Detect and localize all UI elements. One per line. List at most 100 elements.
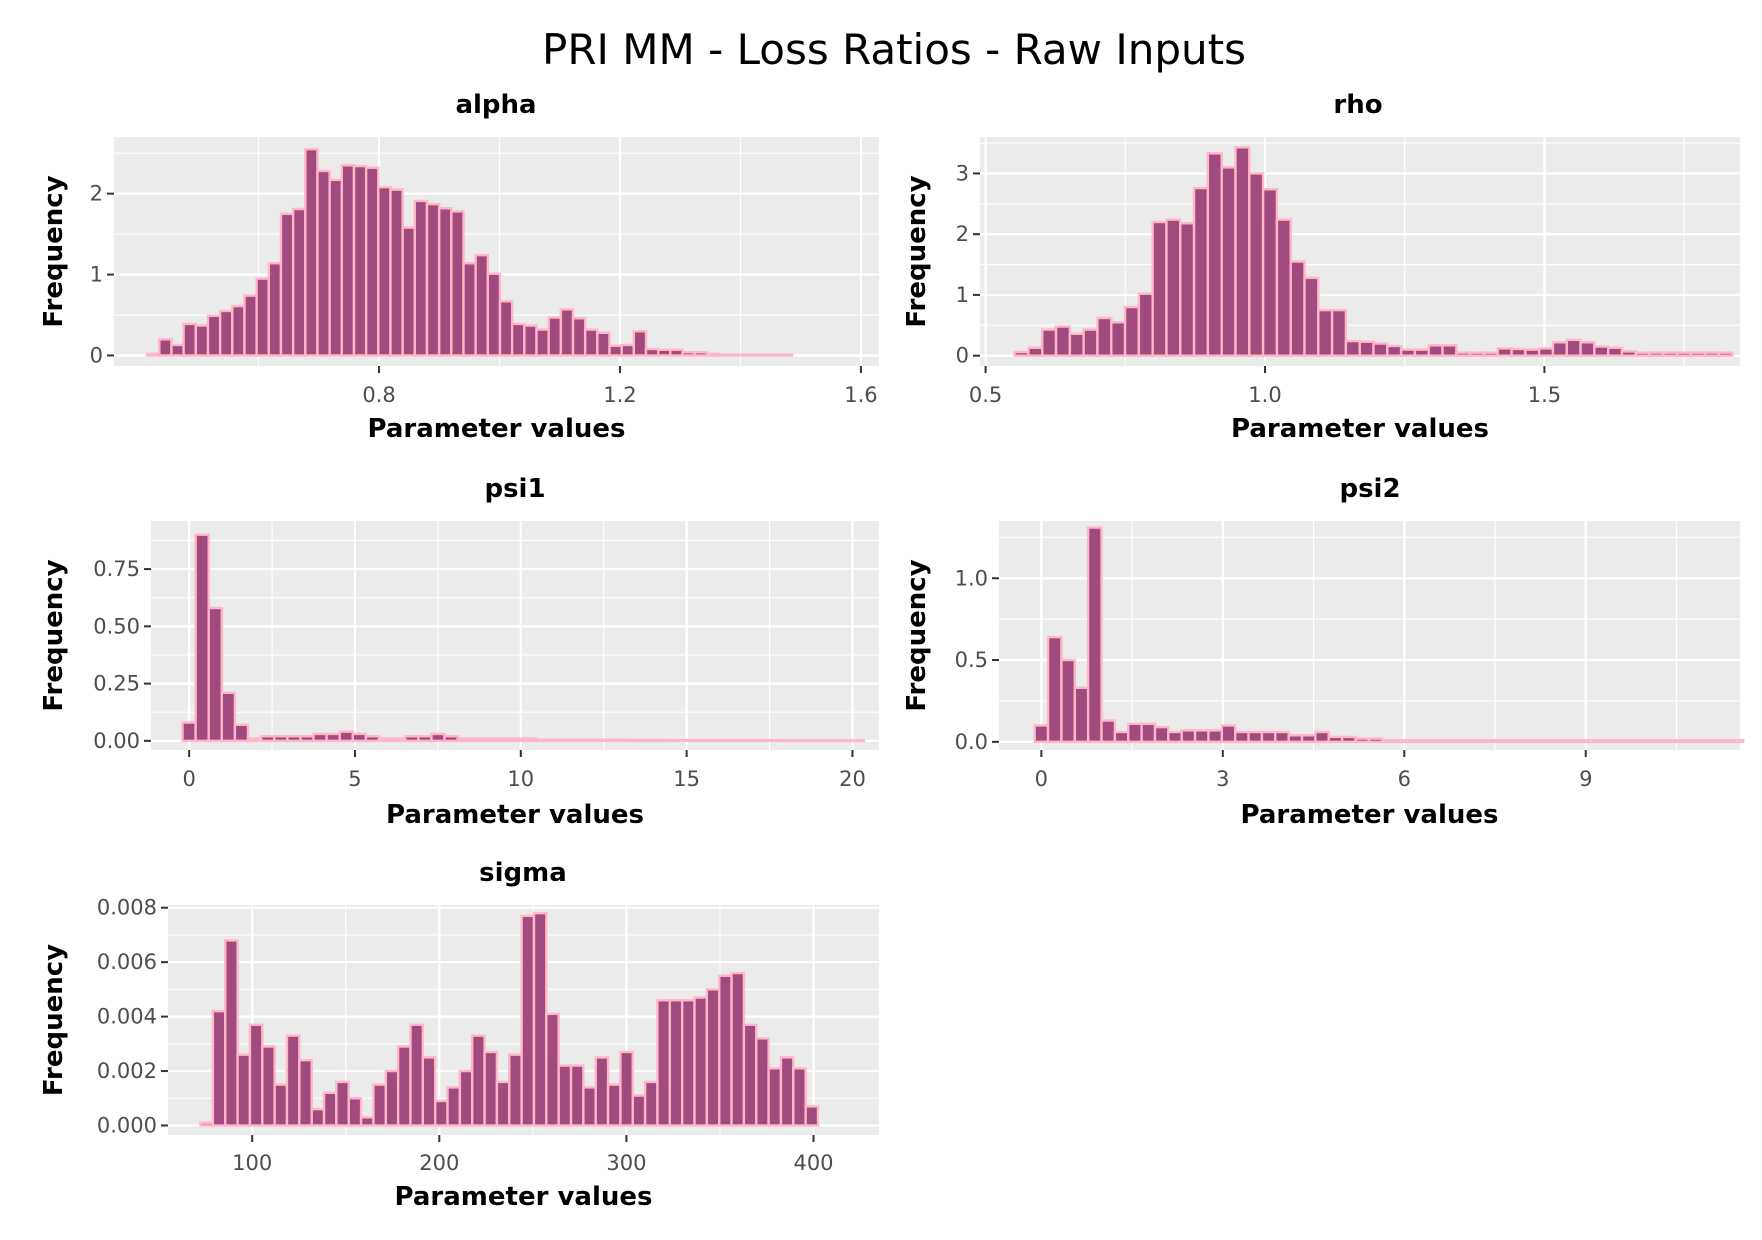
histogram-bar	[521, 737, 538, 743]
x-tick-label: 0.8	[362, 383, 395, 407]
histogram-bar	[224, 939, 239, 1127]
histogram-bar	[1193, 729, 1210, 744]
histogram-bar	[1207, 729, 1224, 744]
histogram-bar	[729, 353, 745, 357]
histogram-bar	[1137, 292, 1154, 357]
histogram-bar	[1474, 738, 1491, 744]
histogram-bar	[594, 1056, 610, 1127]
x-tick-label: 9	[1579, 767, 1592, 791]
histogram-bar	[1661, 738, 1678, 744]
histogram-bar	[718, 974, 733, 1127]
histogram-bar	[364, 166, 380, 357]
y-tick-label: 0	[90, 343, 103, 367]
histogram-bar	[1013, 350, 1030, 357]
histogram-bar	[401, 226, 417, 357]
histogram-bar	[352, 164, 368, 357]
x-tick-label: 5	[348, 767, 361, 791]
histogram-bar	[1593, 345, 1610, 357]
histogram-bar	[596, 331, 611, 357]
histogram-bar	[778, 353, 794, 357]
histogram-bar	[364, 735, 381, 743]
histogram-bar	[613, 738, 630, 743]
histogram-bar	[469, 737, 486, 743]
histogram-bar	[498, 300, 514, 357]
histogram-bar	[443, 735, 459, 743]
histogram-bars	[1033, 526, 1745, 744]
histogram-bar	[1568, 738, 1584, 744]
x-axis-title: Parameter values	[386, 800, 644, 830]
histogram-bar	[1287, 734, 1304, 744]
histogram-bar	[744, 738, 761, 743]
x-axis-title: Parameter values	[368, 414, 626, 444]
histogram-bar	[1247, 730, 1264, 744]
histogram-bar	[606, 1083, 622, 1127]
histogram-bar	[1086, 526, 1103, 744]
histogram-bar	[194, 533, 210, 743]
histogram-bar	[446, 1086, 462, 1127]
histogram-bar	[495, 1080, 511, 1127]
facet-rho: 0.5 1.0 1.5 0 1 2 3 rho Parameter values Frequenc…	[902, 90, 1740, 444]
facet-title: psi1	[484, 474, 545, 504]
histogram-bar	[267, 262, 283, 357]
histogram-bar	[731, 738, 748, 743]
histogram-bar	[1688, 738, 1705, 744]
x-tick-label: 1.0	[1248, 383, 1281, 407]
histogram-bars	[199, 911, 820, 1127]
histogram-bar	[680, 999, 696, 1127]
histogram-bar	[754, 353, 769, 357]
histogram-bar	[1606, 346, 1624, 357]
histogram-bar	[1581, 738, 1598, 744]
histogram-bar	[1113, 730, 1130, 744]
histogram-bar	[681, 351, 696, 357]
y-tick-label: 1.0	[955, 566, 988, 590]
histogram-bar	[632, 330, 648, 357]
histogram-bar	[372, 1083, 387, 1127]
histogram-bar	[742, 353, 757, 357]
histogram-bar	[693, 996, 709, 1127]
histogram-bar	[1260, 730, 1277, 744]
histogram-bar	[1399, 348, 1417, 357]
y-tick-label: 0.004	[97, 1005, 157, 1029]
histogram-bar	[1234, 730, 1250, 744]
histogram-bar	[158, 338, 173, 357]
histogram-bar	[1468, 351, 1486, 357]
histogram-bar	[474, 253, 490, 357]
histogram-bar	[430, 732, 446, 743]
histogram-bar	[569, 1064, 585, 1127]
histogram-bar	[643, 1080, 659, 1127]
histogram-bar	[1413, 348, 1430, 357]
histogram-bar	[600, 738, 617, 743]
histogram-bar	[545, 1012, 560, 1127]
histogram-bar	[1354, 737, 1371, 744]
histogram-bar	[1344, 339, 1361, 357]
histogram-bar	[312, 732, 328, 743]
histogram-bar	[1167, 730, 1183, 744]
facet-psi1: 0 5 10 15 20 0.00 0.25 0.50 0.75 psi1 Parameter va…	[39, 474, 879, 830]
histogram-bar	[170, 343, 185, 357]
histogram-bar	[482, 737, 499, 743]
histogram-bar	[836, 739, 852, 743]
histogram-bar	[456, 737, 472, 743]
histogram-bar	[1068, 332, 1085, 357]
histogram-bar	[1275, 218, 1292, 357]
histogram-bar	[1153, 725, 1170, 744]
x-tick-label: 300	[606, 1151, 646, 1175]
histogram-bars	[1013, 146, 1734, 357]
histogram-bar	[532, 911, 548, 1127]
facet-psi2: 0 3 6 9 0.0 0.5 1.0 psi2 Parameter values Frequen…	[902, 474, 1745, 830]
histogram-bar	[1192, 186, 1210, 357]
histogram-bar	[433, 1099, 449, 1127]
main-title: PRI MM - Loss Ratios - Raw Inputs	[542, 25, 1246, 74]
histogram-bar	[351, 732, 368, 743]
histogram-bar	[1510, 347, 1527, 357]
histogram-bar	[508, 1053, 523, 1127]
histogram-bar	[520, 914, 536, 1127]
histogram-bar	[656, 348, 672, 357]
histogram-bar	[211, 1009, 227, 1127]
histogram-bar	[804, 1105, 820, 1127]
histogram-bar	[1303, 276, 1320, 357]
histogram-bar	[510, 322, 526, 357]
histogram-bar	[1248, 172, 1265, 357]
histogram-bar	[1100, 719, 1117, 744]
